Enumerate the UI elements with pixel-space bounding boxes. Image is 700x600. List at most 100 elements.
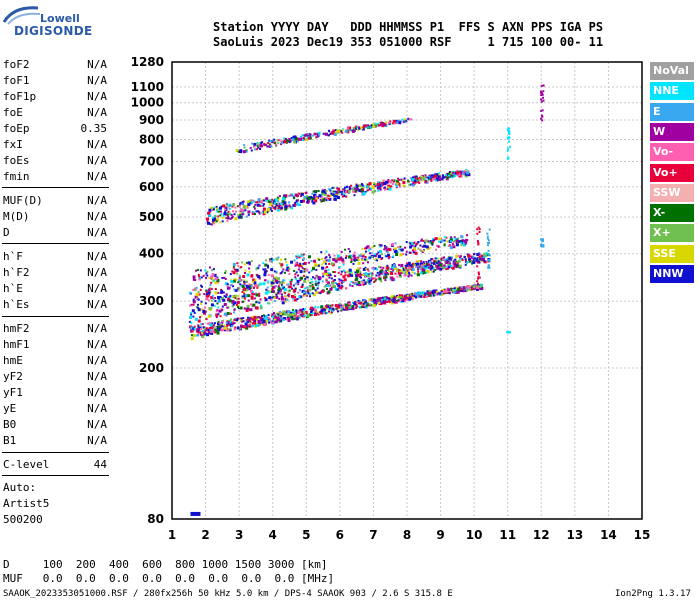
data-point [354,126,357,129]
data-point [425,261,428,263]
data-point [393,122,396,125]
data-point [380,244,383,247]
data-point [306,133,309,136]
data-point [444,236,447,239]
data-point [199,316,201,319]
data-point [237,288,240,291]
data-point [249,199,253,203]
data-point [397,246,400,249]
data-point [225,321,228,324]
data-point [237,306,239,308]
data-point [311,192,314,195]
data-point [258,292,261,295]
data-point [248,267,251,270]
data-point [221,321,224,324]
data-point [403,184,406,187]
data-point [441,256,444,259]
data-point [350,280,353,283]
data-point [197,334,199,337]
data-point [398,269,401,272]
data-point [244,288,248,292]
data-point [198,278,201,281]
data-point [322,275,325,278]
data-point [421,245,424,248]
data-point [223,295,226,298]
data-point [428,292,431,295]
data-point [316,283,319,286]
data-point [264,268,267,271]
data-point [363,124,367,128]
param-value: N/A [87,434,107,447]
data-point [216,218,220,222]
data-point [256,203,260,207]
data-point [296,257,298,260]
data-point [438,237,442,241]
data-point [307,279,310,282]
data-point [227,217,230,220]
data-point [241,285,245,289]
data-point [267,208,271,211]
data-point [277,286,280,288]
data-point [231,305,234,308]
data-point [254,148,257,151]
data-point [294,202,297,204]
data-point [246,304,250,308]
data-point [329,194,332,197]
data-point [277,291,280,294]
data-point [334,190,338,194]
legend-item: SSW [650,183,694,202]
data-point [229,327,232,330]
data-point [213,322,216,325]
data-point [325,250,328,253]
data-point [450,289,453,292]
data-point [243,144,246,147]
data-point [284,295,287,298]
data-point [399,269,403,273]
data-point [476,257,479,260]
data-point [280,143,283,146]
data-point [276,277,280,281]
data-point [331,193,334,196]
data-point [213,297,216,299]
data-point [297,194,299,197]
data-point [377,277,380,280]
data-point [345,190,347,193]
data-point [289,315,292,318]
data-point [428,263,432,267]
data-point [300,253,303,256]
data-point [346,127,349,130]
data-point [197,308,201,312]
data-point [488,239,490,242]
data-point [308,200,310,203]
data-point [410,183,413,186]
data-point [422,264,426,268]
data-point [391,278,395,282]
data-point [361,281,365,284]
data-point [341,305,343,308]
data-point [308,285,311,288]
data-point [301,199,305,203]
data-point [365,268,367,271]
data-point [434,237,438,241]
data-point [274,320,278,324]
data-point [416,262,420,266]
data-point [449,256,453,260]
data-point [310,278,313,281]
data-point [254,284,258,288]
data-point [452,171,455,174]
data-point [245,261,248,264]
data-point [233,301,237,305]
data-point [244,326,247,329]
data-point [351,281,354,284]
data-point [245,215,248,218]
data-point [324,269,328,273]
data-point [432,270,435,273]
data-point [315,274,318,277]
data-point [394,266,397,270]
data-point [262,282,266,286]
data-point [443,264,446,267]
data-point [211,329,215,333]
data-point [366,280,370,284]
data-point [351,129,355,133]
data-point [342,263,345,266]
